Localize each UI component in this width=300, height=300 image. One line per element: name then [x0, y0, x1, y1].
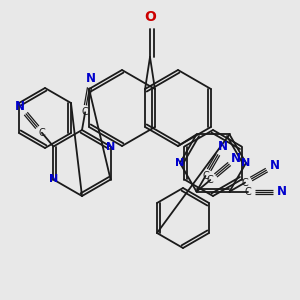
Text: C: C [202, 171, 209, 181]
Text: N: N [49, 175, 58, 184]
Text: N: N [277, 185, 286, 198]
Text: O: O [144, 10, 156, 24]
Text: N: N [106, 142, 115, 152]
Text: C: C [38, 128, 45, 138]
Text: N: N [86, 72, 96, 85]
Text: N: N [242, 158, 250, 168]
Text: N: N [231, 152, 241, 165]
Text: C: C [244, 187, 251, 196]
Text: C: C [207, 175, 214, 185]
Text: N: N [218, 140, 227, 153]
Text: N: N [15, 100, 25, 113]
Text: C: C [242, 178, 248, 188]
Text: C: C [82, 107, 88, 117]
Text: N: N [269, 159, 280, 172]
Text: N: N [176, 158, 184, 168]
